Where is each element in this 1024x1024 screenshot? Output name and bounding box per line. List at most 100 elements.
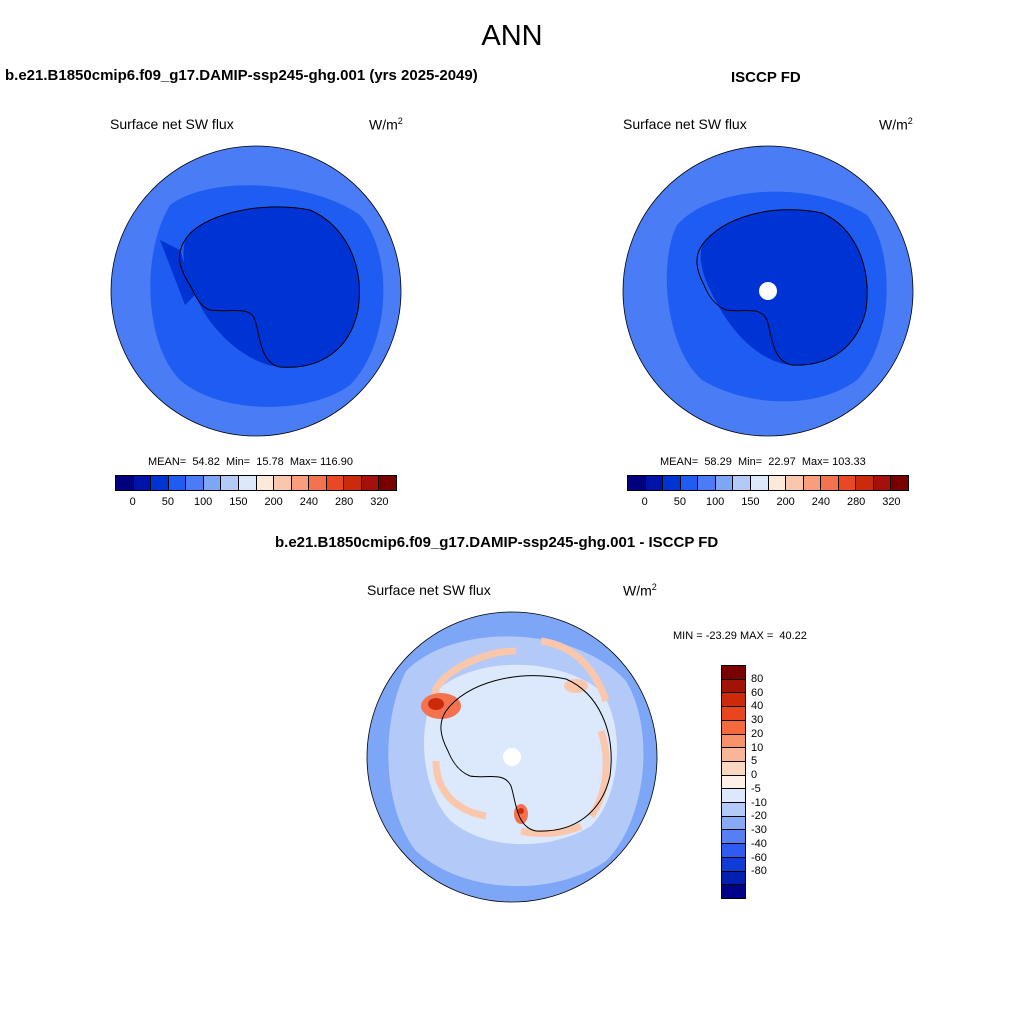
obs-colorbar-swatch: [645, 476, 664, 490]
obs-colorbar-tick-label: 150: [741, 496, 760, 508]
diff-stats: MIN = -23.29 MAX = 40.22: [673, 630, 807, 642]
model-colorbar-swatch: [116, 476, 134, 490]
obs-colorbar: [627, 475, 909, 491]
diff-colorbar-swatch: [722, 803, 745, 817]
model-colorbar-swatch: [133, 476, 152, 490]
diff-colorbar-swatch: [722, 707, 745, 721]
obs-colorbar-tick-label: 100: [705, 496, 725, 508]
model-colorbar-swatch: [291, 476, 310, 490]
page-title: ANN: [481, 20, 543, 52]
diff-colorbar-swatch: [722, 830, 745, 845]
diff-colorbar-tick-label: 0: [751, 769, 758, 782]
model-colorbar-swatch: [344, 476, 362, 490]
diff-colorbar-swatch: [722, 693, 745, 708]
model-colorbar-tick-label: 320: [370, 496, 389, 508]
diff-colorbar-tick-label: 10: [751, 741, 764, 754]
diff-colorbar-swatch: [722, 789, 745, 804]
obs-colorbar-swatch: [733, 476, 751, 490]
obs-colorbar-tick-label: 50: [673, 496, 686, 508]
model-colorbar-swatch: [379, 476, 396, 490]
diff-colorbar-tick-label: -10: [751, 796, 767, 809]
model-colorbar-swatch: [326, 476, 345, 490]
diff-unit-label: W/m2: [623, 582, 657, 599]
obs-colorbar-tick-label: 280: [846, 496, 866, 508]
model-unit-label: W/m2: [369, 116, 403, 133]
model-map-border: [110, 145, 402, 437]
obs-colorbar-swatch: [750, 476, 769, 490]
model-coastline: [179, 206, 360, 368]
obs-stats: MEAN= 58.29 Min= 22.97 Max= 103.33: [660, 456, 866, 468]
obs-colorbar-swatch: [821, 476, 839, 490]
obs-colorbar-swatch: [891, 476, 908, 490]
model-variable-label: Surface net SW flux: [110, 116, 234, 132]
model-stats: MEAN= 54.82 Min= 15.78 Max= 116.90: [148, 456, 353, 468]
diff-colorbar-swatch: [722, 666, 745, 680]
diff-colorbar-tick-label: 40: [751, 700, 764, 713]
diff-colorbar-swatch: [722, 816, 745, 831]
obs-unit-label: W/m2: [879, 116, 913, 133]
model-polar-map: [110, 145, 402, 437]
model-colorbar-tick-label: 0: [129, 496, 136, 508]
diff-colorbar-swatch: [722, 857, 745, 872]
model-antarctica-field: [160, 206, 360, 368]
diff-coastline: [440, 675, 612, 832]
obs-coastline: [696, 209, 868, 366]
diff-map-border: [366, 611, 658, 903]
obs-colorbar-swatch: [663, 476, 681, 490]
obs-colorbar-swatch: [803, 476, 822, 490]
diff-polar-map: [366, 611, 658, 903]
obs-colorbar-swatch: [768, 476, 787, 490]
obs-colorbar-tick-label: 320: [882, 496, 901, 508]
obs-colorbar-tick-label: 0: [641, 496, 648, 508]
diff-colorbar-tick-label: 5: [751, 755, 758, 768]
obs-polar-map: [622, 145, 914, 437]
model-colorbar-swatch: [361, 476, 380, 490]
model-colorbar-swatch: [221, 476, 239, 490]
obs-colorbar-swatch: [628, 476, 646, 490]
diff-colorbar-tick-label: -20: [751, 810, 767, 823]
diff-colorbar-swatch: [722, 761, 745, 776]
model-colorbar-swatch: [168, 476, 187, 490]
obs-colorbar-swatch: [873, 476, 892, 490]
diff-variable-label: Surface net SW flux: [367, 582, 491, 598]
diff-colorbar-swatch: [722, 734, 745, 749]
diff-colorbar-swatch: [722, 748, 745, 762]
model-colorbar-tick-label: 280: [334, 496, 354, 508]
obs-colorbar-swatch: [715, 476, 734, 490]
model-colorbar-swatch: [203, 476, 222, 490]
diff-colorbar-tick-label: -40: [751, 837, 767, 850]
diff-strong-anomaly-west: [428, 698, 444, 710]
diff-colorbar-swatch: [722, 871, 745, 886]
model-colorbar-tick-label: 240: [299, 496, 319, 508]
diff-positive-anomaly-northeast: [564, 679, 588, 693]
diff-colorbar-tick-label: 60: [751, 686, 764, 699]
diff-colorbar-tick-label: 80: [751, 672, 764, 685]
model-colorbar-swatch: [186, 476, 204, 490]
obs-variable-label: Surface net SW flux: [623, 116, 747, 132]
model-colorbar-tick-label: 150: [229, 496, 248, 508]
obs-colorbar-swatch: [856, 476, 874, 490]
diff-warm-ring: [431, 637, 610, 837]
obs-colorbar-swatch: [838, 476, 857, 490]
diff-panel-title: b.e21.B1850cmip6.f09_g17.DAMIP-ssp245-gh…: [275, 534, 719, 551]
model-panel-title: b.e21.B1850cmip6.f09_g17.DAMIP-ssp245-gh…: [5, 67, 478, 84]
diff-missing-data-pole: [503, 748, 521, 766]
diff-colorbar-tick-label: -80: [751, 865, 767, 878]
model-colorbar-tick-label: 200: [264, 496, 283, 508]
diff-colorbar-swatch: [722, 775, 745, 790]
model-colorbar: [115, 475, 397, 491]
obs-antarctica-field: [700, 209, 868, 366]
model-colorbar-swatch: [256, 476, 275, 490]
diff-colorbar-swatch: [722, 720, 745, 735]
diff-colorbar-tick-label: 30: [751, 714, 764, 727]
model-colorbar-swatch: [151, 476, 169, 490]
obs-colorbar-swatch: [786, 476, 804, 490]
diff-colorbar: [721, 665, 746, 899]
obs-colorbar-swatch: [680, 476, 699, 490]
obs-colorbar-swatch: [698, 476, 716, 490]
diff-colorbar-swatch: [722, 679, 745, 694]
obs-map-border: [622, 145, 914, 437]
diff-colorbar-swatch: [722, 885, 745, 898]
diff-colorbar-tick-label: -30: [751, 824, 767, 837]
model-colorbar-tick-label: 50: [161, 496, 174, 508]
